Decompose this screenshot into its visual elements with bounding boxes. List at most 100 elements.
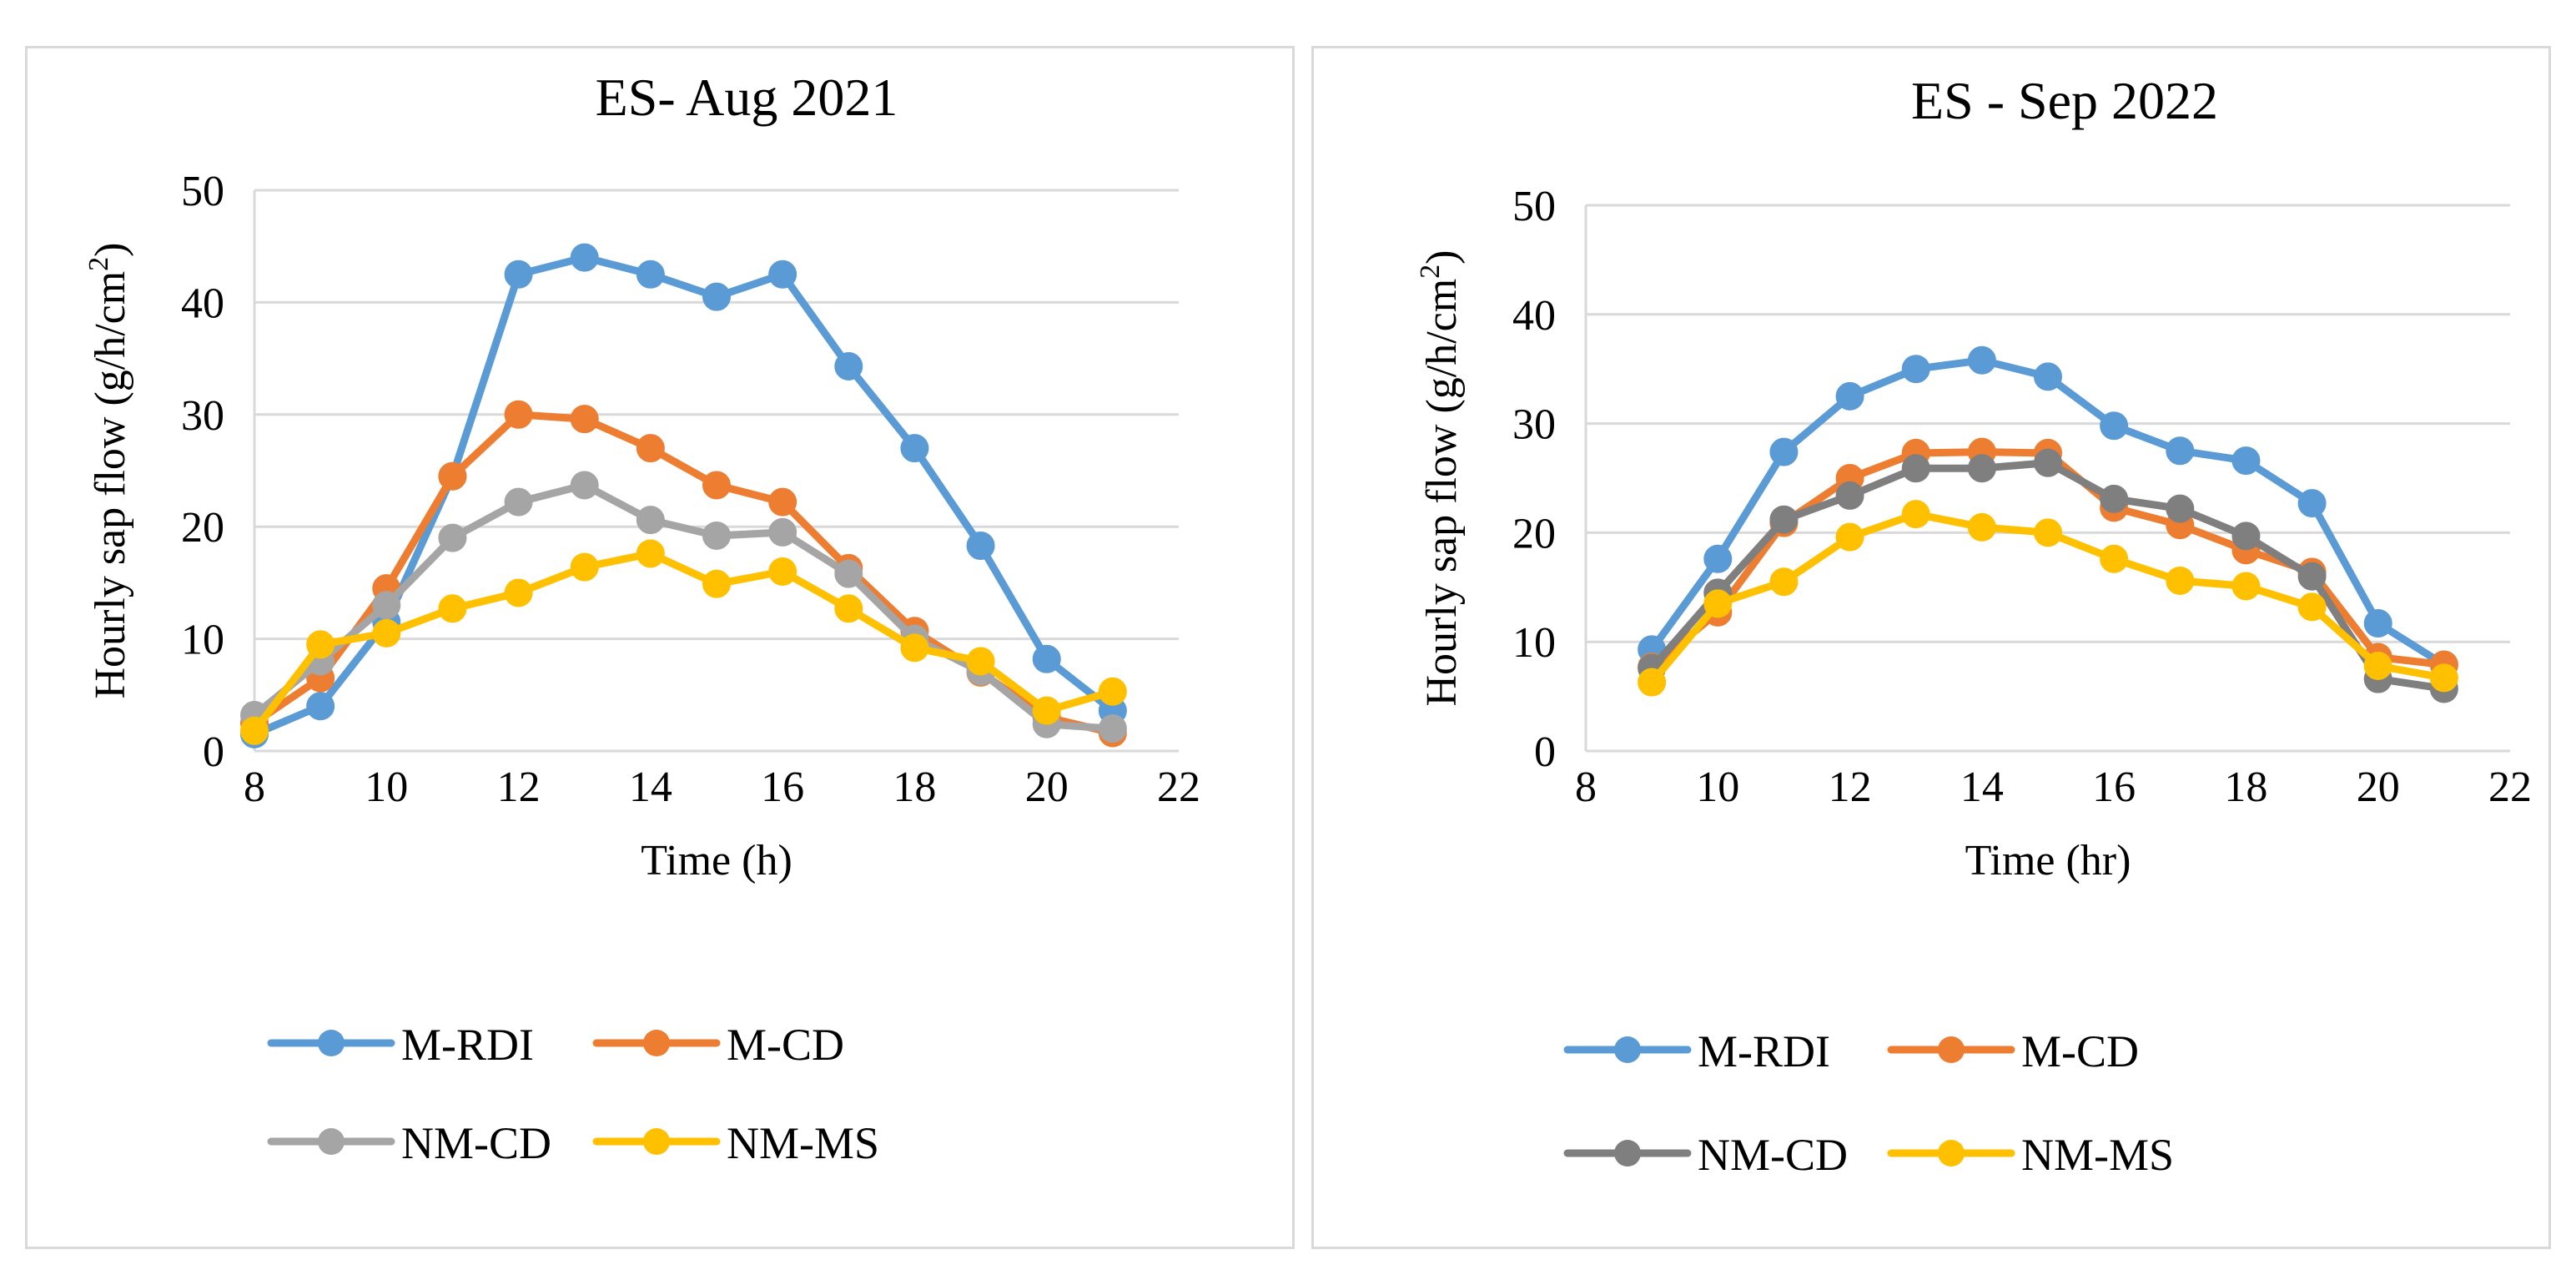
data-point-m-rdi bbox=[636, 260, 665, 289]
data-point-nm-ms bbox=[966, 647, 995, 676]
y-tick-label: 50 bbox=[1512, 183, 1556, 230]
data-point-m-cd bbox=[768, 487, 797, 517]
y-tick-label: 30 bbox=[181, 392, 224, 440]
data-point-m-rdi bbox=[1835, 381, 1864, 411]
data-point-nm-ms bbox=[372, 618, 401, 648]
data-point-nm-ms bbox=[636, 539, 665, 568]
y-tick-label: 40 bbox=[181, 280, 224, 327]
data-point-m-rdi bbox=[1703, 544, 1733, 573]
chart-title: ES - Sep 2022 bbox=[1911, 71, 2218, 130]
y-tick-label: 40 bbox=[1512, 292, 1556, 340]
data-point-nm-cd bbox=[2231, 522, 2261, 551]
x-axis-title: Time (hr) bbox=[1965, 837, 2131, 884]
x-tick-label: 14 bbox=[1960, 764, 2004, 811]
data-point-nm-cd bbox=[1901, 454, 1930, 483]
data-point-nm-cd bbox=[636, 506, 665, 535]
data-point-nm-ms bbox=[834, 594, 863, 623]
data-point-nm-ms bbox=[900, 633, 929, 663]
x-tick-label: 16 bbox=[761, 764, 804, 811]
legend-item-nm-cd: NM-CD bbox=[1563, 1130, 1848, 1180]
legend-label-nm-ms: NM-MS bbox=[2021, 1130, 2174, 1180]
data-point-nm-cd bbox=[438, 523, 467, 552]
chart-group-0: ES- Aug 2021 0 10 20 30 40 50 8 10 12 14 16 18 20 22 Ti… bbox=[83, 68, 1200, 1168]
data-point-m-cd bbox=[636, 434, 665, 463]
data-point-m-rdi bbox=[2166, 436, 2195, 466]
data-point-m-rdi bbox=[834, 352, 863, 381]
chart-svg-aug-2021: ES- Aug 2021 0 10 20 30 40 50 8 10 12 14 16 18 20 22 Ti… bbox=[83, 68, 1200, 1168]
data-point-m-rdi bbox=[900, 434, 929, 463]
data-point-nm-cd bbox=[2297, 562, 2327, 591]
x-tick-label: 18 bbox=[2224, 764, 2267, 811]
data-point-nm-cd bbox=[1835, 481, 1864, 510]
data-point-nm-cd bbox=[504, 487, 533, 517]
data-point-nm-ms bbox=[2166, 566, 2195, 595]
y-axis-title-close: ) bbox=[87, 242, 134, 256]
legend: M-RDI M-CD NM-CD NM-MS bbox=[267, 1020, 879, 1168]
data-point-m-rdi bbox=[2100, 411, 2129, 441]
data-point-m-rdi bbox=[2297, 489, 2327, 518]
data-point-nm-ms bbox=[1901, 500, 1930, 529]
y-axis-title: Hourly sap flow (g/h/cm2) bbox=[83, 242, 134, 698]
data-point-nm-cd bbox=[570, 471, 599, 500]
x-tick-label: 22 bbox=[2488, 764, 2532, 811]
legend-item-nm-ms: NM-MS bbox=[1887, 1130, 2174, 1180]
data-point-m-rdi bbox=[1032, 644, 1061, 673]
y-axis-title-main: Hourly sap flow (g/h/cm bbox=[87, 271, 134, 699]
data-point-m-rdi bbox=[2363, 608, 2392, 638]
data-point-m-rdi bbox=[306, 692, 335, 721]
y-tick-label: 0 bbox=[1534, 728, 1556, 776]
legend-item-nm-cd: NM-CD bbox=[267, 1118, 551, 1168]
data-point-nm-cd bbox=[2034, 448, 2062, 477]
data-point-m-rdi bbox=[1967, 345, 1996, 375]
data-point-nm-ms bbox=[768, 557, 797, 586]
data-point-nm-ms bbox=[2034, 518, 2062, 547]
data-point-m-rdi bbox=[1769, 437, 1799, 466]
legend-marker-nm-ms bbox=[1938, 1140, 1965, 1167]
data-point-nm-cd bbox=[2166, 494, 2195, 523]
data-point-nm-cd bbox=[1098, 714, 1127, 743]
data-point-m-rdi bbox=[702, 282, 731, 311]
data-point-nm-cd bbox=[1967, 454, 1996, 483]
x-tick-label: 10 bbox=[1696, 764, 1739, 811]
y-tick-label: 30 bbox=[1512, 401, 1556, 449]
chart-group-1: ES - Sep 2022 0 10 20 30 40 50 8 10 12 14 16 18 20 22 T… bbox=[1415, 71, 2532, 1180]
x-tick-label: 22 bbox=[1157, 764, 1200, 811]
x-tick-label: 20 bbox=[2357, 764, 2400, 811]
data-point-nm-ms bbox=[2429, 663, 2458, 693]
data-point-nm-ms bbox=[1638, 668, 1667, 697]
data-point-m-cd bbox=[504, 400, 533, 429]
legend-label-m-cd: M-CD bbox=[2021, 1026, 2139, 1076]
chart-title: ES- Aug 2021 bbox=[596, 68, 898, 127]
y-tick-label: 10 bbox=[1512, 619, 1556, 667]
data-point-nm-ms bbox=[702, 569, 731, 598]
legend-item-m-rdi: M-RDI bbox=[1563, 1026, 1830, 1076]
data-point-m-cd bbox=[570, 405, 599, 434]
data-point-m-rdi bbox=[1901, 355, 1930, 384]
chart-svg-sep-2022: ES - Sep 2022 0 10 20 30 40 50 8 10 12 14 16 18 20 22 T… bbox=[1415, 71, 2532, 1180]
y-axis-title-superscript: 2 bbox=[1415, 265, 1446, 279]
data-point-nm-ms bbox=[2363, 651, 2392, 680]
legend-marker-nm-ms bbox=[643, 1128, 670, 1155]
y-tick-label: 0 bbox=[203, 728, 224, 776]
y-axis-title-main: Hourly sap flow (g/h/cm bbox=[1418, 279, 1466, 707]
data-point-nm-ms bbox=[1967, 512, 1996, 542]
legend-marker-nm-cd bbox=[1614, 1140, 1641, 1167]
legend-label-m-rdi: M-RDI bbox=[401, 1020, 534, 1070]
legend-item-m-cd: M-CD bbox=[1887, 1026, 2139, 1076]
data-point-nm-cd bbox=[372, 591, 401, 620]
data-point-m-rdi bbox=[2231, 446, 2261, 476]
data-point-nm-ms bbox=[504, 578, 533, 607]
legend-item-m-cd: M-CD bbox=[592, 1020, 844, 1070]
legend-item-m-rdi: M-RDI bbox=[267, 1020, 534, 1070]
data-point-nm-cd bbox=[2100, 484, 2129, 513]
y-axis-title-close: ) bbox=[1418, 249, 1466, 264]
data-point-nm-ms bbox=[438, 594, 467, 623]
y-tick-label: 20 bbox=[181, 504, 224, 552]
legend-item-nm-ms: NM-MS bbox=[592, 1118, 879, 1168]
data-point-nm-cd bbox=[1769, 505, 1799, 534]
data-point-m-rdi bbox=[2034, 362, 2062, 391]
x-tick-label: 12 bbox=[1829, 764, 1872, 811]
chart-panel-aug-2021: ES- Aug 2021 0 10 20 30 40 50 8 10 12 14 16 18 20 22 Ti… bbox=[25, 46, 1295, 1249]
legend-marker-m-cd bbox=[1938, 1036, 1965, 1063]
data-point-nm-ms bbox=[306, 630, 335, 659]
